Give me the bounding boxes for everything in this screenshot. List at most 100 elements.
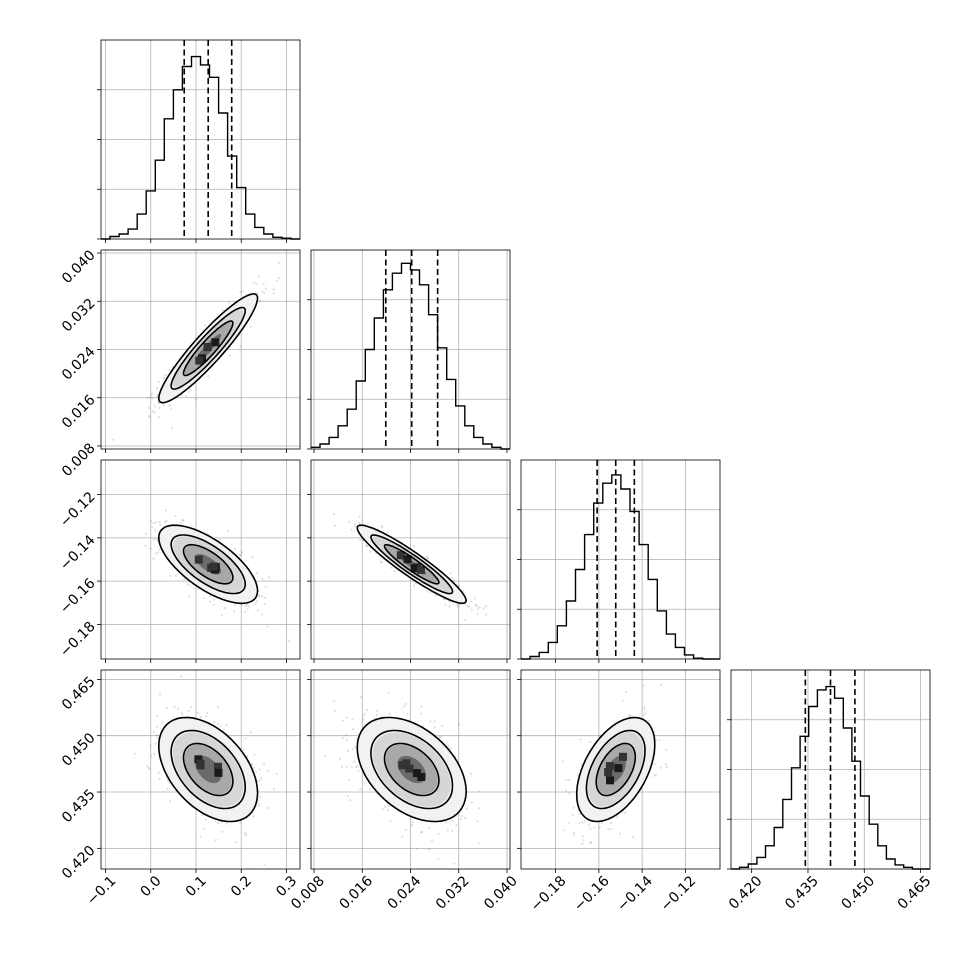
sample-point xyxy=(188,595,191,598)
sample-point xyxy=(155,734,158,737)
sample-point xyxy=(149,744,152,747)
sample-point xyxy=(254,602,257,605)
sample-point xyxy=(199,835,202,838)
sample-point xyxy=(438,736,441,739)
axes-frame xyxy=(100,669,301,870)
sample-point xyxy=(219,539,222,542)
histogram-panel-2 xyxy=(517,459,721,660)
y-tick-label: 0.016 xyxy=(59,392,99,432)
sample-point xyxy=(459,818,462,821)
sample-point xyxy=(358,521,361,525)
sample-point xyxy=(473,597,476,600)
sample-point xyxy=(411,820,414,824)
x-tick-label: −0.14 xyxy=(614,873,656,915)
sample-point xyxy=(199,716,203,719)
sample-point xyxy=(581,821,584,824)
sample-point xyxy=(665,765,669,769)
sample-point xyxy=(458,584,461,588)
sample-point xyxy=(324,754,327,757)
sample-point xyxy=(384,805,387,809)
sample-point xyxy=(204,324,207,327)
contour-line xyxy=(370,534,454,595)
sample-point xyxy=(145,532,148,535)
sample-point xyxy=(156,715,159,718)
contour-line xyxy=(182,543,234,585)
contour-line xyxy=(182,320,234,377)
sample-point xyxy=(165,520,168,523)
density-cell xyxy=(214,762,222,771)
density-cell xyxy=(402,759,411,768)
sample-point xyxy=(153,411,156,414)
sample-point xyxy=(359,696,363,699)
sample-point xyxy=(260,777,263,780)
sample-point xyxy=(245,832,248,836)
sample-point xyxy=(464,618,467,622)
scatter-panel-1-2 xyxy=(310,459,511,660)
contour-line xyxy=(157,524,259,605)
sample-point xyxy=(443,598,446,601)
sample-point xyxy=(406,712,409,715)
sample-point xyxy=(449,572,452,575)
sample-point xyxy=(170,408,173,411)
y-tick-label: 0.024 xyxy=(59,344,99,384)
contour-line xyxy=(157,716,259,823)
scatter-panel-0-3 xyxy=(100,669,301,870)
sample-point xyxy=(275,772,278,776)
sample-point xyxy=(456,605,459,608)
sample-point xyxy=(404,829,407,832)
sample-point xyxy=(411,823,414,827)
sample-point xyxy=(267,576,270,579)
sample-point xyxy=(225,822,228,825)
sample-point xyxy=(415,847,419,850)
sample-point xyxy=(223,606,226,610)
sample-point xyxy=(616,816,619,819)
sample-point xyxy=(388,712,391,716)
sample-point xyxy=(181,519,184,522)
contour-line xyxy=(585,729,646,810)
sample-point xyxy=(179,675,182,678)
sample-point xyxy=(563,829,566,832)
sample-point xyxy=(173,705,176,708)
sample-point xyxy=(580,763,583,766)
sample-point xyxy=(203,827,206,830)
x-tick-label: 0.040 xyxy=(481,873,521,913)
x-tick-label: −0.18 xyxy=(528,873,570,915)
sample-point xyxy=(155,538,158,541)
sample-point xyxy=(266,625,269,628)
sample-point xyxy=(149,395,152,398)
sample-point xyxy=(393,569,396,573)
density-cell xyxy=(403,555,412,564)
sample-point xyxy=(571,813,574,817)
sample-point xyxy=(189,584,192,587)
density-cell xyxy=(209,562,218,571)
sample-point xyxy=(478,790,481,793)
sample-point xyxy=(376,709,379,712)
sample-point xyxy=(434,594,438,598)
contour-line xyxy=(170,306,247,390)
sample-point xyxy=(263,763,266,766)
sample-point xyxy=(412,584,416,587)
sample-point xyxy=(369,788,372,791)
sample-point xyxy=(239,345,242,348)
density-cell xyxy=(410,564,419,573)
density-cell xyxy=(211,338,220,347)
sample-point xyxy=(610,822,613,825)
sample-point xyxy=(380,526,383,529)
sample-point xyxy=(205,715,208,718)
sample-point xyxy=(174,515,177,518)
sample-point xyxy=(366,709,369,712)
sample-point xyxy=(153,752,156,756)
sample-point xyxy=(232,610,236,613)
sample-point xyxy=(149,547,152,550)
sample-point xyxy=(600,821,603,824)
sample-point xyxy=(158,521,161,524)
sample-point xyxy=(460,814,464,818)
sample-point xyxy=(166,787,169,791)
density-cell xyxy=(214,768,223,777)
sample-point xyxy=(346,749,349,753)
sample-point xyxy=(207,375,210,378)
sample-point xyxy=(170,426,173,429)
sample-point xyxy=(375,713,378,717)
sample-point xyxy=(264,586,267,589)
sample-point xyxy=(253,753,256,756)
